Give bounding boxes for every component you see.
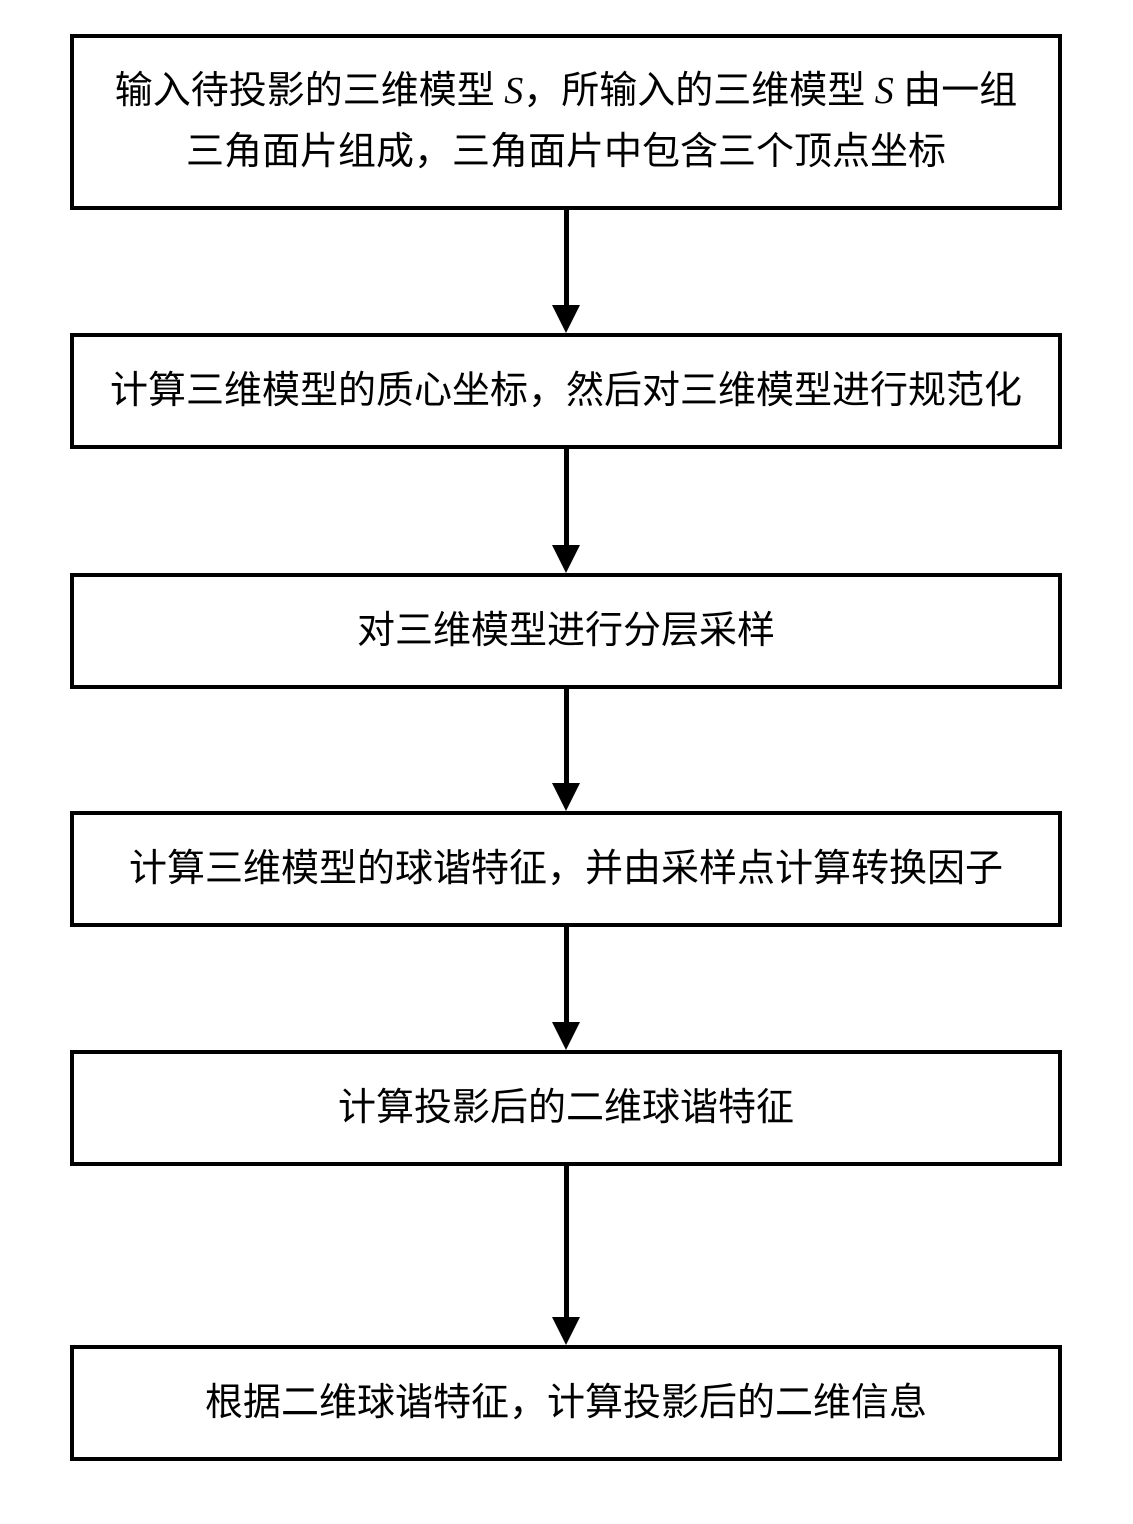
flow-node-text: 计算三维模型的质心坐标，然后对三维模型进行规范化 [110,361,1022,422]
flow-node-6: 根据二维球谐特征，计算投影后的二维信息 [70,1345,1062,1461]
flow-node-4: 计算三维模型的球谐特征，并由采样点计算转换因子 [70,811,1062,927]
flow-arrow-5 [564,1166,569,1317]
flowchart-canvas: 输入待投影的三维模型 S，所输入的三维模型 S 由一组 三角面片组成，三角面片中… [0,0,1133,1524]
flow-arrowhead-3 [552,783,580,811]
flow-arrowhead-2 [552,545,580,573]
flow-node-3: 对三维模型进行分层采样 [70,573,1062,689]
flow-node-text: 对三维模型进行分层采样 [357,601,775,662]
flow-arrowhead-4 [552,1022,580,1050]
flow-node-text: 计算三维模型的球谐特征，并由采样点计算转换因子 [129,839,1003,900]
flow-arrow-4 [564,927,569,1022]
flow-node-5: 计算投影后的二维球谐特征 [70,1050,1062,1166]
flow-arrow-3 [564,689,569,783]
flow-node-2: 计算三维模型的质心坐标，然后对三维模型进行规范化 [70,333,1062,449]
flow-node-1: 输入待投影的三维模型 S，所输入的三维模型 S 由一组 三角面片组成，三角面片中… [70,34,1062,210]
flow-arrowhead-1 [552,305,580,333]
flow-node-text: 根据二维球谐特征，计算投影后的二维信息 [205,1373,927,1434]
flow-arrow-2 [564,449,569,545]
flow-node-text: 计算投影后的二维球谐特征 [338,1078,794,1139]
flow-node-text: 输入待投影的三维模型 S，所输入的三维模型 S 由一组 三角面片组成，三角面片中… [115,61,1018,183]
flow-arrowhead-5 [552,1317,580,1345]
flow-arrow-1 [564,210,569,305]
